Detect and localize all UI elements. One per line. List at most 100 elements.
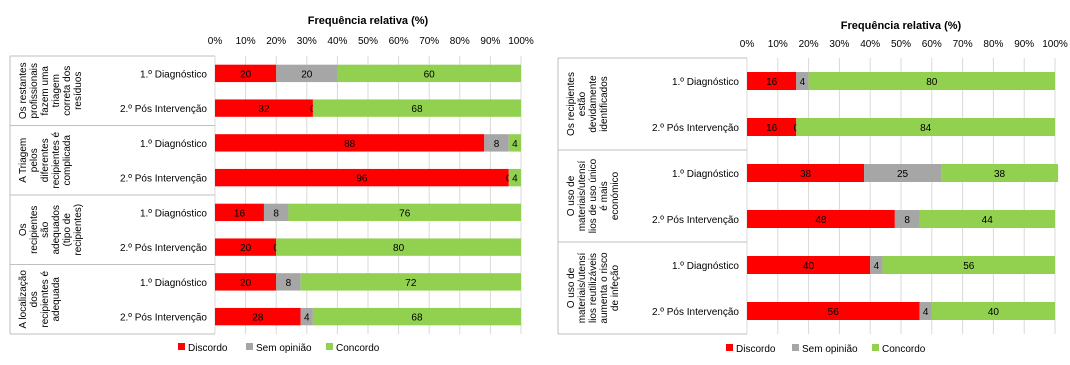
chart-title: Frequência relativa (%) xyxy=(841,20,962,32)
x-tick-label: 20% xyxy=(266,36,286,47)
row-label: 1.º Diagnóstico xyxy=(672,169,739,180)
group-label-line: resíduos xyxy=(73,72,84,110)
bar-discordo xyxy=(747,256,871,274)
bar-discordo xyxy=(215,203,264,222)
row-label: 2.º Pós Intervenção xyxy=(652,307,739,318)
row-label: 2.º Pós Intervenção xyxy=(120,243,207,254)
group-label-line: adequados xyxy=(51,205,62,255)
bar-concordo xyxy=(941,164,1059,182)
group-label: Os recipientes são adequados (tipo de recipie… xyxy=(18,204,84,256)
legend-swatch-discordo xyxy=(726,344,733,351)
legend-label-sem-opiniao: Sem opinião xyxy=(256,343,312,354)
data-label: 88 xyxy=(344,139,356,150)
data-label: 80 xyxy=(926,77,938,88)
bar-sem-opiniao xyxy=(300,307,313,326)
data-label: 72 xyxy=(405,278,417,289)
data-label: 80 xyxy=(393,243,405,254)
data-label: 40 xyxy=(803,261,815,272)
group-label-line: materiais/utensí xyxy=(577,252,588,323)
bar-concordo xyxy=(312,307,521,326)
bar-sem-opiniao xyxy=(796,72,809,90)
bar-discordo xyxy=(747,210,895,228)
bar-sem-opiniao xyxy=(263,203,289,222)
data-label: 16 xyxy=(766,123,778,134)
bar-sem-opiniao xyxy=(484,134,509,152)
group-label-line: complicada xyxy=(62,135,73,186)
x-tick-label: 30% xyxy=(297,36,317,47)
bar-concordo xyxy=(508,134,521,152)
group-label-line: triagem xyxy=(51,74,62,107)
group-label: A localização dos recipientes é adequada xyxy=(18,270,62,329)
data-label: 56 xyxy=(963,261,975,272)
bar-concordo xyxy=(508,168,521,187)
group-label-line: fazem uma xyxy=(40,66,51,116)
group-label-line: recipientes xyxy=(29,206,40,254)
bar-discordo xyxy=(215,307,301,326)
data-label: 38 xyxy=(800,169,812,180)
data-label: 84 xyxy=(920,123,932,134)
data-label: 8 xyxy=(273,208,279,219)
row-label: 1.º Diagnóstico xyxy=(140,69,207,80)
data-label: 96 xyxy=(356,174,368,185)
bar-discordo xyxy=(747,164,865,182)
x-tick-label: 40% xyxy=(327,36,347,47)
data-label: 32 xyxy=(258,104,270,115)
bar-discordo xyxy=(215,273,277,291)
bar-concordo xyxy=(337,64,521,83)
bar-concordo xyxy=(931,302,1055,320)
group-label-line: identificados xyxy=(599,76,610,132)
bar-sem-opiniao xyxy=(870,256,883,274)
bar-sem-opiniao xyxy=(276,64,338,83)
chart-2: Frequência relativa (%) 0% 10% 20% 30% 40% 50%… xyxy=(557,20,1068,355)
bar-concordo xyxy=(919,210,1055,228)
bar-discordo xyxy=(215,99,313,117)
row-label: 1.º Diagnóstico xyxy=(140,278,207,289)
legend-label-discordo: Discordo xyxy=(736,344,776,355)
x-tick-label: 10% xyxy=(236,36,256,47)
chart-title: Frequência relativa (%) xyxy=(308,15,429,27)
group-label-line: lios de uso único xyxy=(588,158,599,233)
group-label-line: O uso de xyxy=(566,175,577,216)
group-label-line: Os restantes xyxy=(18,62,29,119)
group-label: A Triagem pelos diferentes recipientes é com… xyxy=(18,131,73,188)
group-label-line: dos xyxy=(29,291,40,307)
bar-sem-opiniao xyxy=(276,273,301,291)
group-label-line: diferentes xyxy=(40,138,51,182)
x-tick-label: 100% xyxy=(1042,39,1068,50)
bar-concordo xyxy=(288,203,521,222)
legend-swatch-concordo xyxy=(872,344,879,351)
row-label: 2.º Pós Intervenção xyxy=(120,313,207,324)
group-label-line: recipientes é xyxy=(40,270,51,327)
data-label: 20 xyxy=(240,69,252,80)
legend-swatch-discordo xyxy=(178,343,185,350)
group-label-line: pelos xyxy=(29,148,40,172)
group-label-line: Os xyxy=(18,223,29,236)
group-label: Os restantes profissionais fazem uma triage… xyxy=(18,62,84,119)
group-label-line: lios reutilizáveis xyxy=(588,253,599,323)
group-label-line: de infeção xyxy=(610,264,621,311)
x-tick-label: 70% xyxy=(953,39,973,50)
data-label: 25 xyxy=(897,169,909,180)
x-tick-label: 40% xyxy=(860,39,880,50)
x-tick-label: 80% xyxy=(983,39,1003,50)
legend-label-concordo: Concordo xyxy=(882,344,926,355)
legend-swatch-sem-opiniao xyxy=(246,343,253,350)
group-label-line: A localização xyxy=(18,270,29,329)
x-tick-label: 50% xyxy=(891,39,911,50)
x-tick-label: 100% xyxy=(508,36,534,47)
group-label-line: aumenta o risco xyxy=(599,252,610,324)
data-label: 20 xyxy=(301,69,313,80)
group-label: Os recipientes estão devidamente identifica… xyxy=(566,72,610,136)
data-label: 44 xyxy=(982,215,994,226)
data-label: 8 xyxy=(904,215,910,226)
bar-discordo xyxy=(747,118,797,136)
data-label: 20 xyxy=(240,243,252,254)
group-label-line: adequada xyxy=(51,277,62,322)
group-label-line: recipientes é xyxy=(51,131,62,188)
legend-swatch-concordo xyxy=(326,343,333,350)
data-label: 4 xyxy=(874,261,880,272)
bar-concordo xyxy=(276,238,521,256)
group-label-line: profissionais xyxy=(29,63,40,119)
